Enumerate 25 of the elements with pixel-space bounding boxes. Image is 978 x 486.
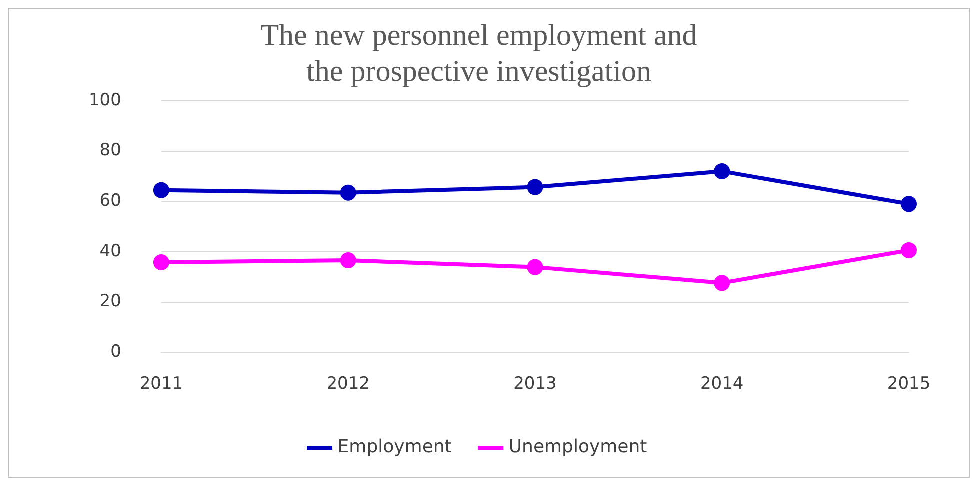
point [714, 163, 730, 180]
text: the prospective investigation [306, 54, 652, 88]
y-tick-label: 100 [88, 90, 122, 110]
y-tick-label: 0 [110, 342, 122, 362]
y-tick-label: 80 [100, 140, 122, 161]
y-tick-label: 20 [100, 292, 122, 312]
legend-label: Employment [338, 436, 452, 458]
x-tick-label: 2015 [887, 374, 931, 394]
y-tick-label: 40 [100, 241, 122, 262]
x-tick-label: 2011 [140, 374, 184, 394]
x-tick-label: 2013 [514, 374, 557, 394]
x-tick-label: 2012 [326, 374, 370, 394]
point [153, 254, 170, 271]
point [527, 259, 544, 276]
point [340, 184, 356, 201]
y-tick-label: 60 [100, 191, 122, 212]
point [153, 182, 170, 198]
point [527, 179, 544, 196]
point [714, 275, 730, 292]
point [340, 252, 356, 269]
x-tick-label: 2014 [700, 374, 744, 394]
point [901, 196, 917, 212]
point [901, 242, 917, 258]
text: The new personnel employment and [260, 18, 698, 52]
legend-label: Unemployment [508, 436, 648, 458]
